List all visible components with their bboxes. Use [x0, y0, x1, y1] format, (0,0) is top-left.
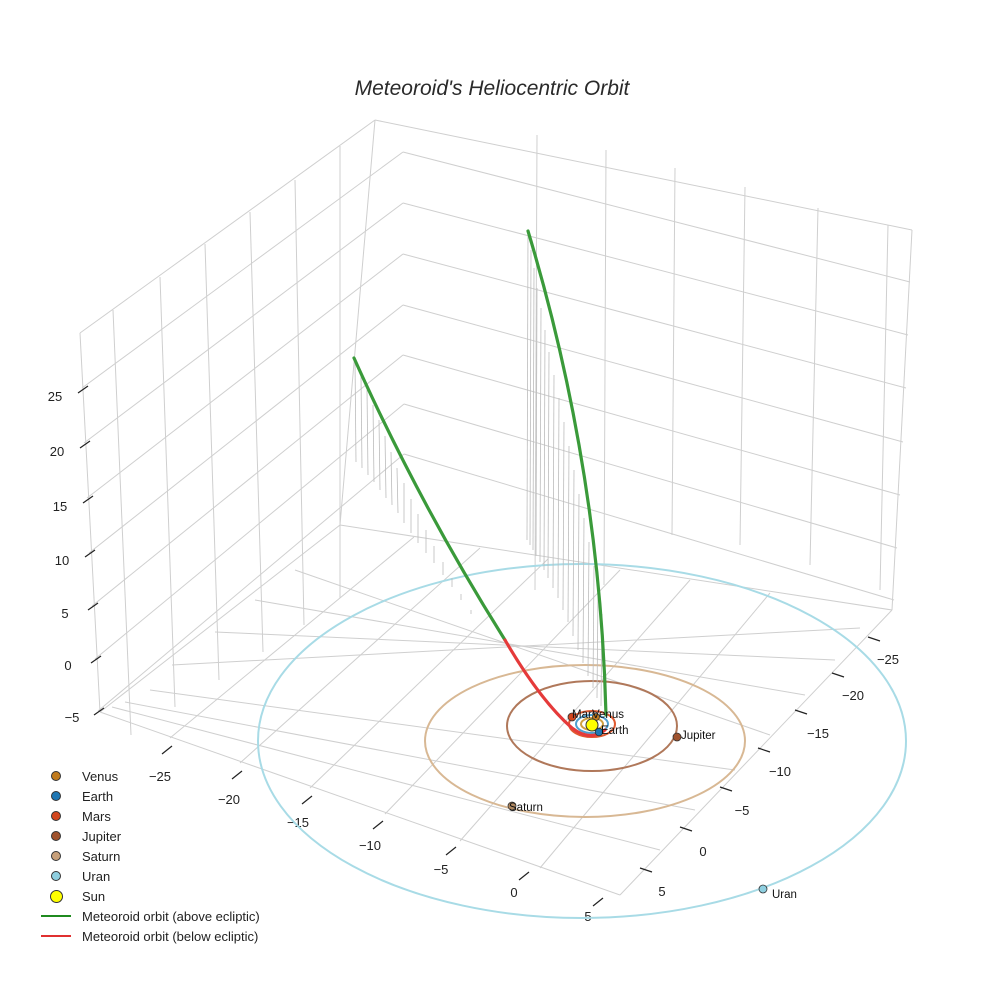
- earth-dot-icon: [38, 791, 74, 801]
- earth-marker[interactable]: [594, 727, 604, 737]
- legend-item-uran[interactable]: Uran: [38, 866, 260, 886]
- y-axis-ticks: [639, 636, 881, 873]
- green-line-icon: [38, 915, 74, 917]
- planets: Uran Saturn Jupiter Mars Venus Earth: [507, 709, 797, 901]
- z-tick-label: −5: [65, 710, 80, 725]
- legend-item-earth[interactable]: Earth: [38, 786, 260, 806]
- back-right-wall-grid: [374, 119, 913, 611]
- y-tick-label: 5: [658, 884, 665, 899]
- mars-dot-icon: [38, 811, 74, 821]
- y-axis-labels: −25 −20 −15 −10 −5 0 5: [658, 652, 899, 899]
- red-line-icon: [38, 935, 74, 937]
- uran-label: Uran: [772, 889, 797, 901]
- saturn-orbit: [424, 664, 746, 818]
- legend-label: Saturn: [82, 848, 121, 864]
- legend-label: Venus: [82, 768, 119, 784]
- x-tick-label: −15: [287, 815, 309, 830]
- x-tick-label: −5: [434, 862, 449, 877]
- venus-dot-icon: [38, 771, 74, 781]
- back-left-wall-grid: [79, 119, 405, 736]
- jupiter-label: Jupiter: [681, 730, 716, 742]
- legend-label: Meteoroid orbit (above ecliptic): [82, 908, 260, 924]
- y-tick-label: −15: [807, 726, 829, 741]
- earth-orbit: [575, 714, 609, 734]
- x-tick-label: 0: [510, 885, 517, 900]
- y-tick-label: −25: [877, 652, 899, 667]
- meteoroid-orbit-above-ecliptic-right: [526, 229, 608, 717]
- legend-label: Uran: [82, 868, 111, 884]
- meteoroid-orbit-below-ecliptic: [503, 638, 607, 738]
- z-tick-label: 25: [48, 389, 62, 404]
- legend-item-saturn[interactable]: Saturn: [38, 846, 260, 866]
- legend-item-meteoroid-below[interactable]: Meteoroid orbit (below ecliptic): [38, 926, 260, 946]
- z-axis-ticks: [77, 385, 105, 716]
- earth-label: Earth: [601, 725, 629, 737]
- x-tick-label: −20: [218, 792, 240, 807]
- legend-item-mars[interactable]: Mars: [38, 806, 260, 826]
- x-tick-label: 5: [584, 909, 591, 924]
- x-tick-label: −25: [149, 769, 171, 784]
- planet-orbits: [257, 563, 907, 919]
- z-axis-labels: 25 20 15 10 5 0 −5: [48, 389, 80, 725]
- legend-label: Sun: [82, 888, 106, 904]
- y-tick-label: −5: [735, 803, 750, 818]
- saturn-label: Saturn: [509, 802, 543, 814]
- z-tick-label: 5: [61, 606, 68, 621]
- saturn-dot-icon: [38, 851, 74, 861]
- sun-dot-icon: [38, 889, 74, 903]
- sun-marker[interactable]: [585, 718, 599, 732]
- legend-item-venus[interactable]: Venus: [38, 766, 260, 786]
- uran-dot-icon: [38, 871, 74, 881]
- y-tick-label: −10: [769, 764, 791, 779]
- chart-title: Meteoroid's Heliocentric Orbit: [355, 77, 631, 100]
- legend-item-sun[interactable]: Sun: [38, 886, 260, 906]
- meteoroid-orbit-above-ecliptic-left: [352, 356, 507, 642]
- y-tick-label: 0: [699, 844, 706, 859]
- mars-marker[interactable]: [567, 712, 577, 722]
- z-tick-label: 0: [64, 658, 71, 673]
- uran-orbit: [257, 563, 907, 919]
- legend-label: Mars: [82, 808, 111, 824]
- y-tick-label: −20: [842, 688, 864, 703]
- z-tick-label: 20: [50, 444, 64, 459]
- legend-label: Meteoroid orbit (below ecliptic): [82, 928, 259, 944]
- jupiter-marker[interactable]: [672, 732, 682, 742]
- x-axis-labels: −25 −20 −15 −10 −5 0 5: [149, 769, 592, 924]
- legend: Venus Earth Mars Jupiter Saturn Uran Sun…: [38, 766, 260, 946]
- projection-drop-lines: [354, 231, 603, 707]
- saturn-marker[interactable]: [507, 801, 517, 811]
- mars-label: Mars: [572, 709, 598, 721]
- x-axis-ticks: [161, 745, 604, 907]
- jupiter-orbit: [506, 680, 678, 772]
- x-tick-label: −10: [359, 838, 381, 853]
- jupiter-dot-icon: [38, 831, 74, 841]
- z-tick-label: 10: [55, 553, 69, 568]
- legend-label: Earth: [82, 788, 114, 804]
- legend-label: Jupiter: [82, 828, 122, 844]
- uran-marker[interactable]: [758, 884, 768, 894]
- legend-item-meteoroid-above[interactable]: Meteoroid orbit (above ecliptic): [38, 906, 260, 926]
- z-tick-label: 15: [53, 499, 67, 514]
- floor-grid: [99, 524, 893, 896]
- venus-label: Venus: [592, 709, 624, 721]
- legend-item-jupiter[interactable]: Jupiter: [38, 826, 260, 846]
